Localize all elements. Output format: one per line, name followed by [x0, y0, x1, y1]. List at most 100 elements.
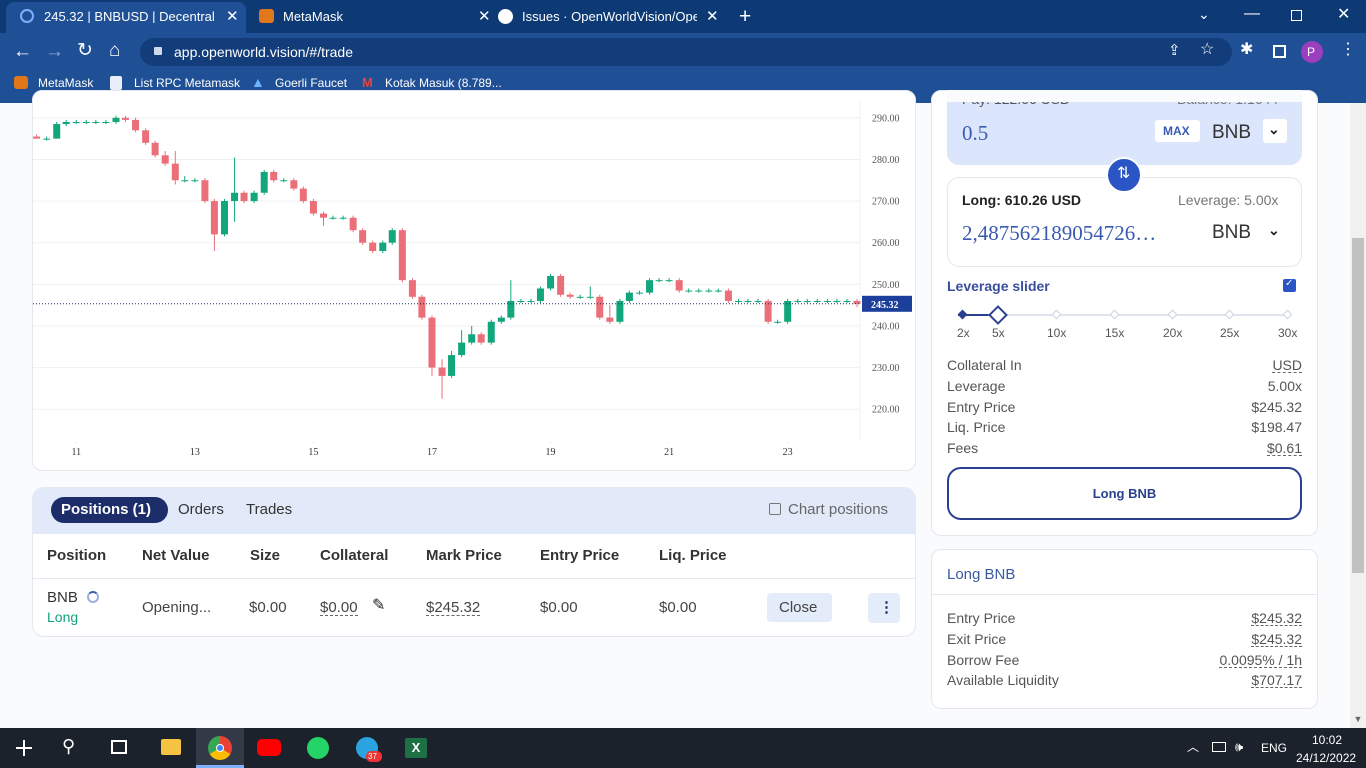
- back[interactable]: ←: [13, 41, 32, 62]
- pay-amount[interactable]: 0.5: [962, 121, 989, 145]
- omnibox[interactable]: [140, 38, 1232, 66]
- scroll-down[interactable]: ▼: [1350, 714, 1366, 728]
- max-button[interactable]: [1155, 120, 1200, 142]
- side: Long: [47, 609, 79, 625]
- close-window[interactable]: ✕: [1337, 6, 1351, 23]
- excel[interactable]: X: [405, 738, 427, 758]
- slider-track: [958, 314, 1290, 316]
- info-value: $707.17: [1251, 672, 1302, 689]
- tab-search[interactable]: ⌄: [1198, 6, 1210, 22]
- tab-title[interactable]: Issues · OpenWorldVision/OpenW: [522, 10, 697, 23]
- active-tab-pill[interactable]: [51, 497, 168, 523]
- tab-icon: [498, 9, 513, 24]
- positions-tab[interactable]: Positions (1): [61, 501, 152, 518]
- size: $0.00: [249, 599, 287, 616]
- bookmark-icon: [110, 76, 122, 90]
- whatsapp[interactable]: [307, 737, 329, 759]
- slider-mark: 20x: [1163, 326, 1183, 340]
- detail-label: Fees: [947, 440, 979, 457]
- more-button[interactable]: [868, 593, 900, 623]
- tray-up[interactable]: ︿: [1187, 740, 1200, 754]
- info-card: [931, 549, 1318, 709]
- tab-icon: [259, 9, 274, 23]
- tab-close[interactable]: ✕: [478, 8, 491, 25]
- checkbox[interactable]: [769, 503, 781, 515]
- close-button[interactable]: [767, 593, 832, 622]
- info-label: Available Liquidity: [947, 672, 1059, 689]
- maximize[interactable]: [1291, 10, 1302, 21]
- info-value: 0.0095% / 1h: [1219, 651, 1302, 668]
- swap-icon: ⇅: [1117, 165, 1131, 182]
- info-title: Long BNB: [947, 566, 1016, 583]
- token-select[interactable]: [1263, 119, 1287, 143]
- extensions[interactable]: ✱: [1240, 41, 1254, 58]
- long-label: Long: 610.26 USD: [962, 192, 1082, 208]
- detail-value: $198.47: [1251, 419, 1302, 436]
- home[interactable]: ⌂: [109, 40, 121, 61]
- divider: [33, 578, 915, 579]
- detail-label: Leverage: [947, 377, 1006, 394]
- side-panel[interactable]: [1273, 45, 1286, 58]
- long-amount[interactable]: 2,487562189054726…: [962, 223, 1157, 244]
- trades-tab[interactable]: Trades: [246, 501, 293, 518]
- clock-date[interactable]: 24/12/2022: [1296, 751, 1357, 765]
- lang[interactable]: ENG: [1261, 741, 1288, 755]
- orders-tab[interactable]: Orders: [178, 501, 224, 518]
- explorer[interactable]: [161, 739, 181, 755]
- search[interactable]: ⚲: [62, 736, 76, 756]
- bookmark[interactable]: List RPC Metamask: [134, 76, 241, 90]
- profile-avatar[interactable]: [1301, 41, 1323, 63]
- bookmark[interactable]: Goerli Faucet: [275, 76, 348, 90]
- reload[interactable]: ↻: [77, 40, 93, 61]
- slider-title: Leverage slider: [947, 278, 1050, 294]
- info-value: $245.32: [1251, 610, 1302, 626]
- long-token[interactable]: BNB: [1212, 222, 1252, 243]
- start[interactable]: [16, 740, 32, 756]
- tab-close[interactable]: ✕: [226, 8, 239, 25]
- share[interactable]: ⇪: [1168, 42, 1181, 59]
- column-header: Size: [250, 547, 281, 564]
- close-label[interactable]: Close: [779, 599, 818, 616]
- detail-value[interactable]: USD: [1272, 357, 1302, 373]
- tray-volume[interactable]: 🕪: [1235, 739, 1244, 754]
- swap-button[interactable]: [1106, 157, 1142, 193]
- clock-time[interactable]: 10:02: [1312, 733, 1343, 747]
- column-header: Liq. Price: [659, 547, 727, 564]
- active-tab[interactable]: [6, 2, 246, 33]
- tab-title[interactable]: 245.32 | BNBUSD | Decentralized: [44, 10, 214, 23]
- task-view[interactable]: [111, 740, 127, 754]
- leverage-label: Leverage: 5.00x: [1178, 192, 1279, 208]
- tab-close[interactable]: ✕: [706, 8, 719, 25]
- info-label: Exit Price: [947, 630, 1007, 647]
- scroll-thumb[interactable]: [1352, 238, 1364, 573]
- detail-value: $245.32: [1251, 398, 1302, 415]
- column-header: Entry Price: [540, 547, 620, 564]
- column-header: Position: [47, 547, 107, 564]
- url[interactable]: app.openworld.vision/#/trade: [174, 44, 354, 60]
- column-header: Collateral: [320, 547, 389, 564]
- max-label[interactable]: MAX: [1163, 124, 1190, 138]
- long-button[interactable]: [947, 467, 1302, 520]
- forward[interactable]: →: [45, 41, 64, 62]
- bookmark-star[interactable]: ☆: [1200, 41, 1215, 58]
- edit-icon[interactable]: ✎: [372, 597, 386, 614]
- spinner: [87, 591, 99, 603]
- collateral[interactable]: $0.00: [320, 599, 358, 616]
- slider-checkbox[interactable]: [1283, 279, 1296, 292]
- long-button-label[interactable]: Long BNB: [1092, 486, 1157, 501]
- column-header: Net Value: [142, 547, 210, 564]
- tab-title[interactable]: MetaMask: [283, 9, 343, 24]
- bookmark[interactable]: Kotak Masuk (8.789...: [385, 76, 502, 90]
- pay-token[interactable]: BNB: [1212, 122, 1252, 143]
- menu[interactable]: ⋮: [1340, 41, 1356, 58]
- chart-positions[interactable]: Chart positions: [788, 501, 889, 518]
- info-label: Entry Price: [947, 610, 1016, 626]
- tray-network[interactable]: [1212, 742, 1226, 752]
- minimize[interactable]: —: [1244, 5, 1260, 22]
- bookmark[interactable]: MetaMask: [38, 76, 94, 90]
- chart-card: [32, 90, 916, 471]
- youtube[interactable]: [257, 739, 281, 756]
- new-tab[interactable]: +: [739, 5, 752, 28]
- chevron: ⌄: [1268, 121, 1280, 137]
- active-indicator: [196, 765, 244, 768]
